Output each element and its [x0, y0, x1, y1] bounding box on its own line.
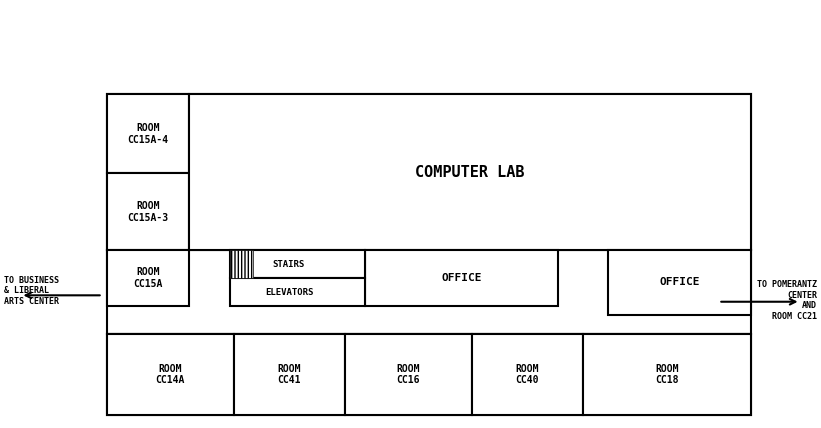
Text: ROOM
CC40: ROOM CC40 — [516, 364, 539, 385]
Text: ROOM
CC16: ROOM CC16 — [397, 364, 420, 385]
Bar — [107, 173, 189, 250]
Bar — [189, 94, 751, 250]
Text: OFFICE: OFFICE — [659, 277, 699, 288]
Bar — [472, 334, 583, 415]
Bar — [107, 250, 189, 306]
Text: OFFICE: OFFICE — [442, 273, 482, 283]
Text: ELEVATORS: ELEVATORS — [265, 288, 313, 297]
Bar — [107, 334, 751, 415]
Text: COMPUTER LAB: COMPUTER LAB — [415, 165, 525, 180]
Bar — [583, 334, 751, 415]
Bar — [230, 250, 365, 278]
Text: ROOM
CC18: ROOM CC18 — [655, 364, 679, 385]
Text: TO POMERANTZ
CENTER
AND
ROOM CC21: TO POMERANTZ CENTER AND ROOM CC21 — [757, 280, 817, 321]
Text: ROOM
CC15A-4: ROOM CC15A-4 — [127, 123, 168, 145]
Text: ROOM
CC15A: ROOM CC15A — [133, 268, 163, 289]
Text: ROOM
CC15A-3: ROOM CC15A-3 — [127, 201, 168, 223]
Bar — [608, 250, 751, 315]
Text: STAIRS: STAIRS — [273, 260, 305, 269]
Bar — [230, 250, 253, 278]
Text: ROOM
CC14A: ROOM CC14A — [156, 364, 185, 385]
Bar — [107, 94, 751, 250]
Bar — [107, 250, 751, 334]
Bar — [107, 334, 234, 415]
Text: ROOM
CC41: ROOM CC41 — [277, 364, 301, 385]
Text: TO BUSINESS
& LIBERAL
ARTS CENTER: TO BUSINESS & LIBERAL ARTS CENTER — [4, 276, 59, 306]
Bar — [230, 278, 365, 306]
Bar — [107, 94, 189, 173]
Bar — [345, 334, 472, 415]
Bar — [234, 334, 345, 415]
Bar — [365, 250, 558, 306]
